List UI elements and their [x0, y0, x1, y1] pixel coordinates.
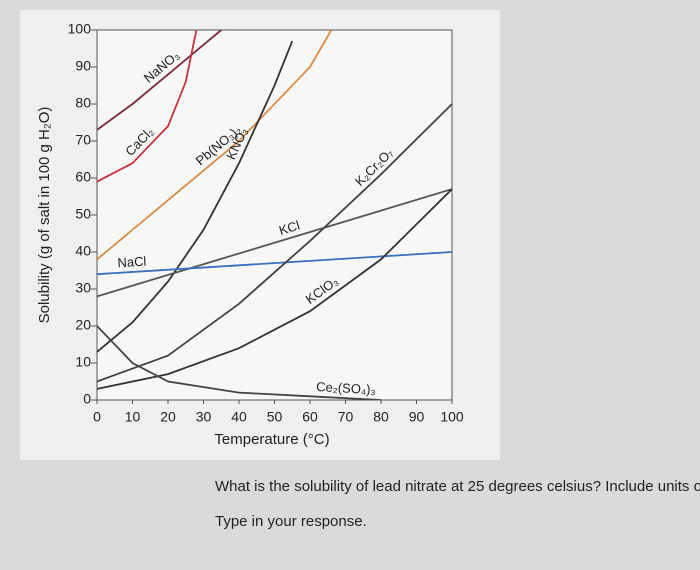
x-tick-label: 60: [302, 409, 318, 425]
y-tick-label: 60: [75, 169, 91, 185]
series-line: [97, 40, 294, 353]
plot-area: [96, 29, 453, 401]
y-tick-label: 100: [68, 21, 92, 37]
y-tick-label: 70: [75, 132, 91, 148]
x-tick-label: 50: [267, 409, 283, 425]
x-tick-label: 30: [196, 409, 212, 425]
y-axis-label: Solubility (g of salt in 100 g H₂O): [36, 107, 53, 324]
y-tick-label: 50: [75, 206, 91, 222]
y-tick-label: 10: [75, 354, 91, 370]
series-line: [97, 30, 198, 183]
x-tick-label: 100: [440, 409, 464, 425]
x-tick-label: 70: [338, 409, 354, 425]
question: What is the solubility of lead nitrate a…: [215, 478, 700, 495]
series-label: KCl: [277, 218, 301, 238]
series-line: [97, 188, 452, 390]
x-tick-label: 40: [231, 409, 247, 425]
series-line: [97, 188, 452, 298]
series-label: NaCl: [117, 254, 147, 271]
series-line: [97, 30, 333, 261]
series-group: [97, 30, 452, 400]
series-line: [97, 30, 222, 131]
x-axis-label: Temperature (°C): [214, 431, 329, 448]
series-line: [97, 103, 452, 383]
response-prompt[interactable]: Type in your response.: [215, 513, 367, 530]
x-tick-label: 90: [409, 409, 425, 425]
y-tick-label: 0: [83, 391, 91, 407]
series-line: [97, 251, 452, 276]
x-tick-label: 80: [373, 409, 389, 425]
y-tick-label: 80: [75, 95, 91, 111]
y-tick-label: 20: [75, 317, 91, 333]
y-tick-label: 40: [75, 243, 91, 259]
y-tick-label: 90: [75, 58, 91, 74]
series-label: Ce₂(SO₄)₃: [316, 379, 376, 397]
x-tick-label: 20: [160, 409, 176, 425]
x-tick-label: 0: [93, 409, 101, 425]
y-tick-label: 30: [75, 280, 91, 296]
series-line: [97, 325, 382, 400]
x-tick-label: 10: [125, 409, 141, 425]
